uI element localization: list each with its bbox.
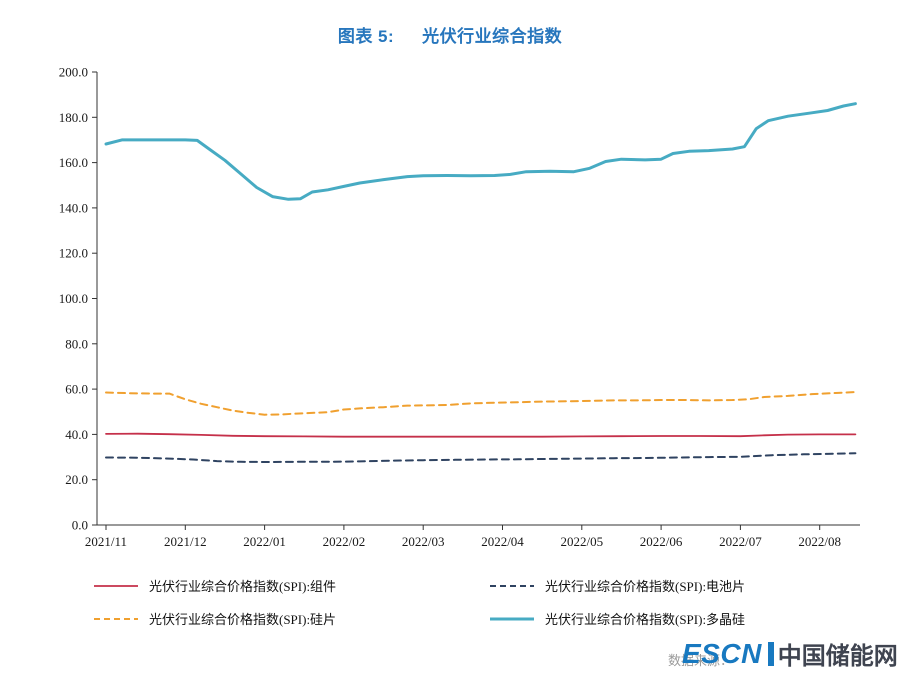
y-tick-label: 180.0: [59, 110, 88, 125]
y-tick-label: 120.0: [59, 246, 88, 261]
y-tick-label: 80.0: [65, 336, 88, 351]
line-chart: 0.0 20.0 40.0 60.0 80.0 100.0 120.0 140.0 160.0 1…: [59, 65, 860, 549]
series-line-module: [105, 432, 857, 438]
legend-label-cell: 光伏行业综合价格指数(SPI):电池片: [545, 579, 746, 594]
data-source-label: 数据来源：: [668, 653, 734, 668]
legend-item-wafer: 光伏行业综合价格指数(SPI):硅片: [93, 609, 489, 628]
watermark-site-name: 中国储能网: [777, 643, 898, 670]
chart-legend: 光伏行业综合价格指数(SPI):组件 光伏行业综合价格指数(SPI):电池片 光…: [93, 576, 745, 628]
module-line-sample: [93, 581, 139, 591]
polysilicon-line-sample: [489, 614, 535, 624]
watermark: ESCN 中国储能网: [682, 636, 898, 671]
legend-item-cell: 光伏行业综合价格指数(SPI):电池片: [489, 576, 745, 595]
series-line-polysilicon: [104, 102, 857, 201]
wafer-line-sample: [93, 614, 139, 624]
legend-label-polysilicon: 光伏行业综合价格指数(SPI):多晶硅: [545, 612, 746, 627]
escn-logo: ESCN: [682, 637, 762, 669]
y-tick-label: 160.0: [59, 155, 88, 170]
x-tick-label: 2022/05: [560, 534, 603, 549]
x-tick-label: 2021/11: [85, 534, 127, 549]
legend-item-module: 光伏行业综合价格指数(SPI):组件: [93, 576, 489, 595]
x-tick-label: 2022/03: [402, 534, 445, 549]
legend-label-module: 光伏行业综合价格指数(SPI):组件: [149, 579, 337, 594]
y-tick-label: 0.0: [72, 518, 88, 533]
y-tick-label: 60.0: [65, 382, 88, 397]
x-tick-label: 2022/07: [719, 534, 762, 549]
wafer-swatch-line: [94, 617, 138, 620]
x-tick-label: 2021/12: [164, 534, 207, 549]
y-tick-label: 100.0: [59, 291, 88, 306]
y-tick-label: 20.0: [65, 472, 88, 487]
module-swatch-line: [94, 584, 138, 587]
chart-title-row: 图表 5: 光伏行业综合指数: [0, 22, 900, 47]
series-line-wafer: [105, 391, 857, 416]
y-tick-label: 200.0: [59, 65, 88, 80]
y-tick-label: 140.0: [59, 200, 88, 215]
x-tick-label: 2022/02: [323, 534, 366, 549]
x-tick-label: 2022/08: [798, 534, 841, 549]
polysilicon-swatch-line: [490, 617, 534, 620]
y-tick-label: 40.0: [65, 427, 88, 442]
series-line-cell: [105, 452, 857, 463]
legend-item-polysilicon: 光伏行业综合价格指数(SPI):多晶硅: [489, 609, 745, 628]
cell-line-sample: [489, 581, 535, 591]
page-title: 光伏行业综合指数: [422, 27, 563, 46]
watermark-divider-bar: [767, 641, 774, 666]
cell-swatch-line: [490, 584, 534, 587]
x-tick-label: 2022/04: [481, 534, 524, 549]
chart-label: 图表 5:: [337, 27, 395, 46]
x-tick-label: 2022/06: [640, 534, 683, 549]
legend-label-wafer: 光伏行业综合价格指数(SPI):硅片: [149, 612, 337, 627]
x-tick-label: 2022/01: [243, 534, 286, 549]
